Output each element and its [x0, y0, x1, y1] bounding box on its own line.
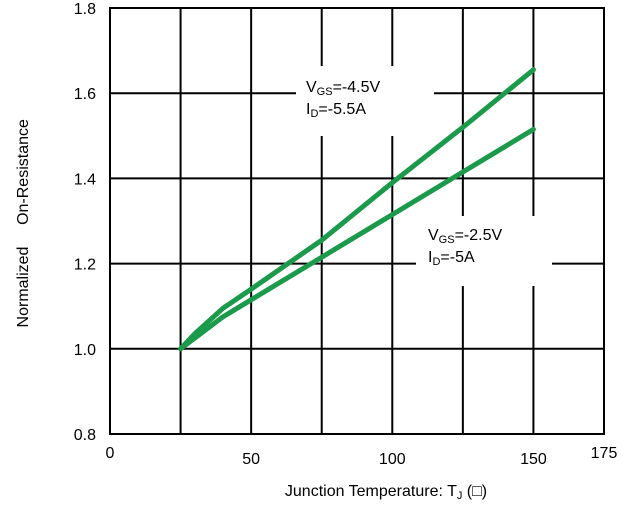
annotation-symbol: V — [306, 79, 317, 96]
x-axis-label-unit: (□) — [462, 483, 487, 500]
series-2-point — [179, 347, 183, 351]
x-axis-label: Junction Temperature: TJ (□) — [285, 483, 487, 502]
annotation-value: =-4.5V — [333, 79, 381, 96]
series-1-line — [178, 67, 536, 352]
y-tick-label-1.0: 1.0 — [74, 342, 96, 359]
series-2 — [178, 126, 536, 352]
annotation-1-line-2: ID=-5.5A — [306, 101, 366, 120]
annotation-subscript: D — [432, 256, 440, 268]
annotation-symbol: V — [428, 227, 439, 244]
series-1-point — [390, 181, 394, 185]
series-1-point — [249, 287, 253, 291]
x-tick-label-100: 100 — [379, 451, 406, 468]
annotation-symbol: I — [306, 101, 310, 118]
y-axis-label-part2: On-Resistance — [15, 119, 32, 225]
annotation-subscript: GS — [439, 234, 455, 246]
annotation-symbol: I — [428, 249, 432, 266]
x-tick-label-175: 175 — [591, 445, 618, 462]
y-axis-label-part1: Normalized — [15, 247, 32, 328]
annotation-1-line-1: VGS=-4.5V — [306, 79, 380, 98]
annotation-2: VGS=-2.5V ID=-5A — [428, 227, 502, 268]
y-tick-label-1.8: 1.8 — [74, 1, 96, 18]
plot-frame — [109, 7, 605, 435]
x-tick-labels: 0 50 100 150 175 — [106, 445, 618, 468]
series-1-point — [320, 238, 324, 242]
series-2-point — [221, 315, 225, 319]
annotation-subscript: D — [310, 108, 318, 120]
y-tick-label-1.4: 1.4 — [74, 171, 96, 188]
y-tick-labels: 0.8 1.0 1.2 1.4 1.6 1.8 — [74, 1, 96, 444]
x-tick-label-50: 50 — [242, 451, 260, 468]
y-tick-label-1.2: 1.2 — [74, 257, 96, 274]
annotation-2-line-1: VGS=-2.5V — [428, 227, 502, 246]
series-2-point — [320, 255, 324, 259]
annotation-1: VGS=-4.5V ID=-5.5A — [306, 79, 380, 120]
series-2-point — [531, 127, 535, 131]
x-axis-label-main: Junction Temperature: T — [285, 483, 457, 500]
series-2-line — [178, 126, 536, 352]
annotation-2-background — [416, 216, 552, 286]
series-1-point — [221, 306, 225, 310]
annotation-value: =-2.5V — [455, 227, 503, 244]
x-tick-label-150: 150 — [520, 451, 547, 468]
annotation-1-background — [296, 66, 434, 136]
x-axis-label-subscript: J — [457, 490, 463, 502]
series-2-point — [193, 336, 197, 340]
annotation-value: =-5A — [440, 249, 475, 266]
annotation-2-line-2: ID=-5A — [428, 249, 475, 268]
series-2-point — [461, 170, 465, 174]
series-2-point — [390, 213, 394, 217]
y-axis-label: Normalized On-Resistance — [15, 119, 32, 327]
x-tick-label-0: 0 — [106, 445, 115, 462]
annotation-backgrounds — [296, 66, 552, 286]
series-layer — [178, 67, 536, 352]
annotation-value: =-5.5A — [318, 101, 366, 118]
series-1-point — [531, 68, 535, 72]
y-tick-label-1.6: 1.6 — [74, 86, 96, 103]
annotation-subscript: GS — [317, 86, 333, 98]
series-2-point — [249, 298, 253, 302]
y-tick-label-0.8: 0.8 — [74, 427, 96, 444]
series-1-point — [461, 125, 465, 129]
